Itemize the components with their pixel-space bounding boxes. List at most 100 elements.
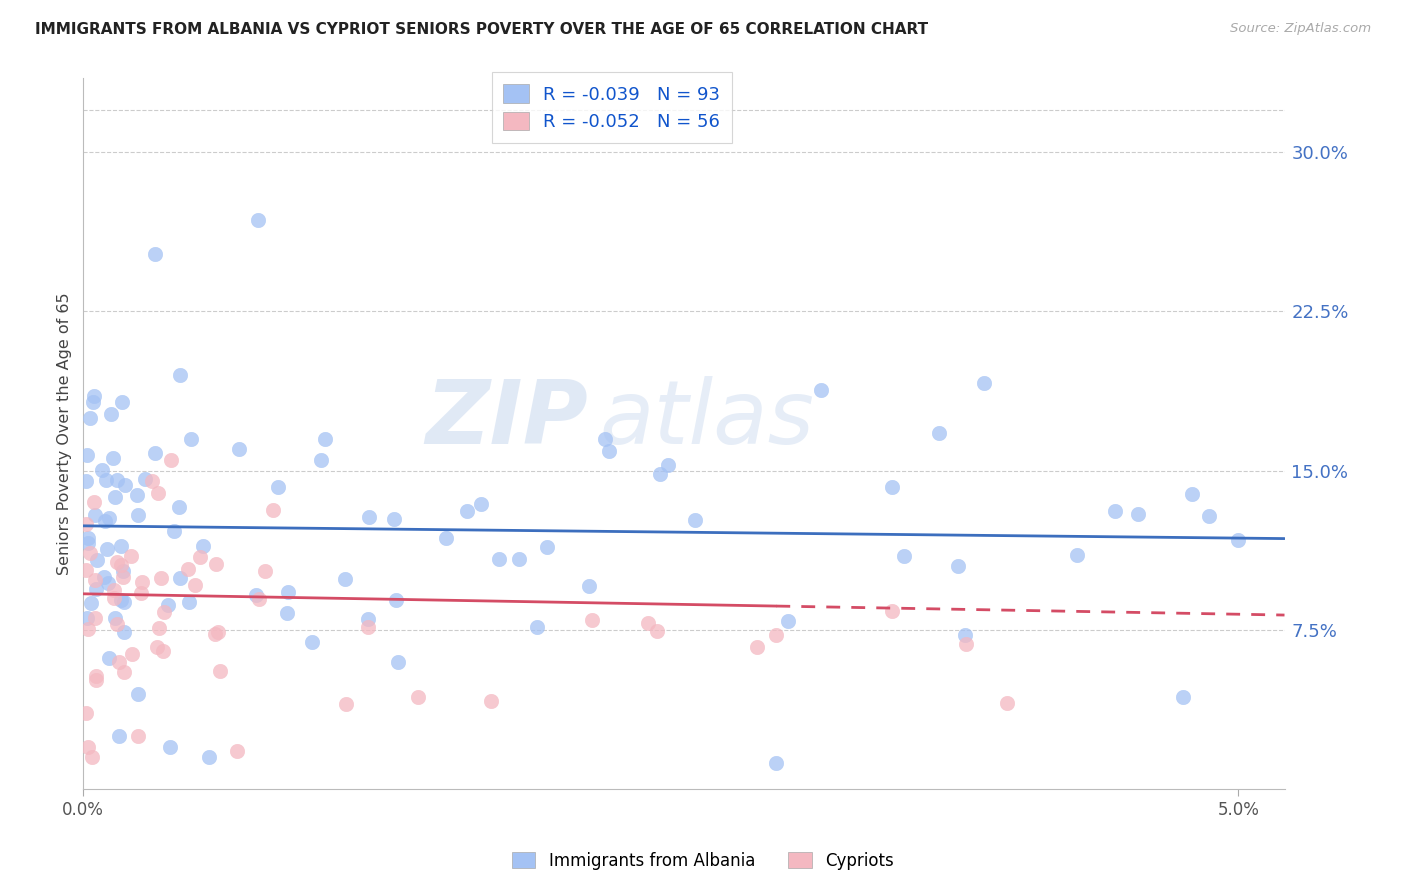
- Point: [434, 531, 457, 545]
- Point: [127, 687, 149, 701]
- Point: [995, 696, 1018, 710]
- Point: [262, 502, 284, 516]
- Point: [593, 432, 616, 446]
- Point: [193, 540, 215, 554]
- Point: [479, 693, 502, 707]
- Legend: Immigrants from Albania, Cypriots: Immigrants from Albania, Cypriots: [505, 846, 901, 877]
- Point: [204, 627, 226, 641]
- Point: [93, 570, 115, 584]
- Point: [335, 698, 357, 712]
- Point: [131, 574, 153, 589]
- Point: [83, 508, 105, 522]
- Point: [157, 598, 180, 612]
- Point: [1066, 548, 1088, 562]
- Point: [96, 473, 118, 487]
- Point: [1104, 504, 1126, 518]
- Point: [536, 540, 558, 554]
- Point: [146, 640, 169, 655]
- Point: [127, 729, 149, 743]
- Point: [84, 574, 107, 588]
- Point: [387, 656, 409, 670]
- Point: [179, 595, 201, 609]
- Point: [163, 524, 186, 538]
- Point: [637, 615, 659, 630]
- Point: [83, 495, 105, 509]
- Point: [159, 453, 181, 467]
- Point: [121, 647, 143, 661]
- Point: [79, 546, 101, 560]
- Point: [177, 562, 200, 576]
- Point: [97, 511, 120, 525]
- Point: [685, 513, 707, 527]
- Point: [385, 593, 408, 607]
- Point: [207, 624, 229, 639]
- Point: [143, 445, 166, 459]
- Point: [94, 514, 117, 528]
- Y-axis label: Seniors Poverty Over the Age of 65: Seniors Poverty Over the Age of 65: [58, 293, 72, 574]
- Point: [953, 628, 976, 642]
- Point: [581, 613, 603, 627]
- Point: [526, 620, 548, 634]
- Point: [167, 500, 190, 515]
- Point: [149, 571, 172, 585]
- Point: [880, 480, 903, 494]
- Point: [77, 622, 100, 636]
- Point: [76, 611, 98, 625]
- Point: [127, 488, 149, 502]
- Point: [973, 376, 995, 391]
- Point: [80, 596, 103, 610]
- Point: [120, 549, 142, 563]
- Point: [114, 478, 136, 492]
- Point: [382, 512, 405, 526]
- Point: [108, 655, 131, 669]
- Point: [152, 605, 174, 619]
- Point: [98, 651, 121, 665]
- Point: [647, 624, 669, 638]
- Point: [880, 604, 903, 618]
- Point: [129, 585, 152, 599]
- Point: [314, 432, 336, 446]
- Point: [1126, 507, 1149, 521]
- Point: [143, 247, 166, 261]
- Point: [245, 589, 267, 603]
- Point: [96, 542, 118, 557]
- Point: [598, 444, 620, 458]
- Point: [80, 750, 103, 764]
- Point: [107, 729, 129, 743]
- Point: [810, 383, 832, 397]
- Point: [745, 640, 768, 654]
- Point: [77, 532, 100, 546]
- Point: [657, 458, 679, 473]
- Text: IMMIGRANTS FROM ALBANIA VS CYPRIOT SENIORS POVERTY OVER THE AGE OF 65 CORRELATIO: IMMIGRANTS FROM ALBANIA VS CYPRIOT SENIO…: [35, 22, 928, 37]
- Point: [1171, 690, 1194, 705]
- Point: [141, 475, 163, 489]
- Point: [86, 673, 108, 687]
- Point: [76, 448, 98, 462]
- Point: [84, 582, 107, 596]
- Point: [75, 706, 97, 720]
- Point: [406, 690, 429, 704]
- Point: [76, 535, 98, 549]
- Point: [470, 498, 492, 512]
- Point: [103, 591, 125, 605]
- Point: [765, 628, 787, 642]
- Point: [246, 213, 269, 227]
- Point: [169, 368, 191, 382]
- Point: [1181, 487, 1204, 501]
- Point: [112, 624, 135, 639]
- Point: [112, 665, 135, 679]
- Text: ZIP: ZIP: [425, 376, 588, 463]
- Point: [276, 606, 298, 620]
- Point: [75, 563, 97, 577]
- Point: [75, 475, 97, 489]
- Point: [267, 479, 290, 493]
- Point: [359, 509, 381, 524]
- Point: [1198, 508, 1220, 523]
- Point: [357, 612, 380, 626]
- Point: [955, 637, 977, 651]
- Point: [104, 611, 127, 625]
- Point: [105, 474, 128, 488]
- Point: [127, 508, 149, 523]
- Point: [111, 395, 134, 409]
- Point: [79, 410, 101, 425]
